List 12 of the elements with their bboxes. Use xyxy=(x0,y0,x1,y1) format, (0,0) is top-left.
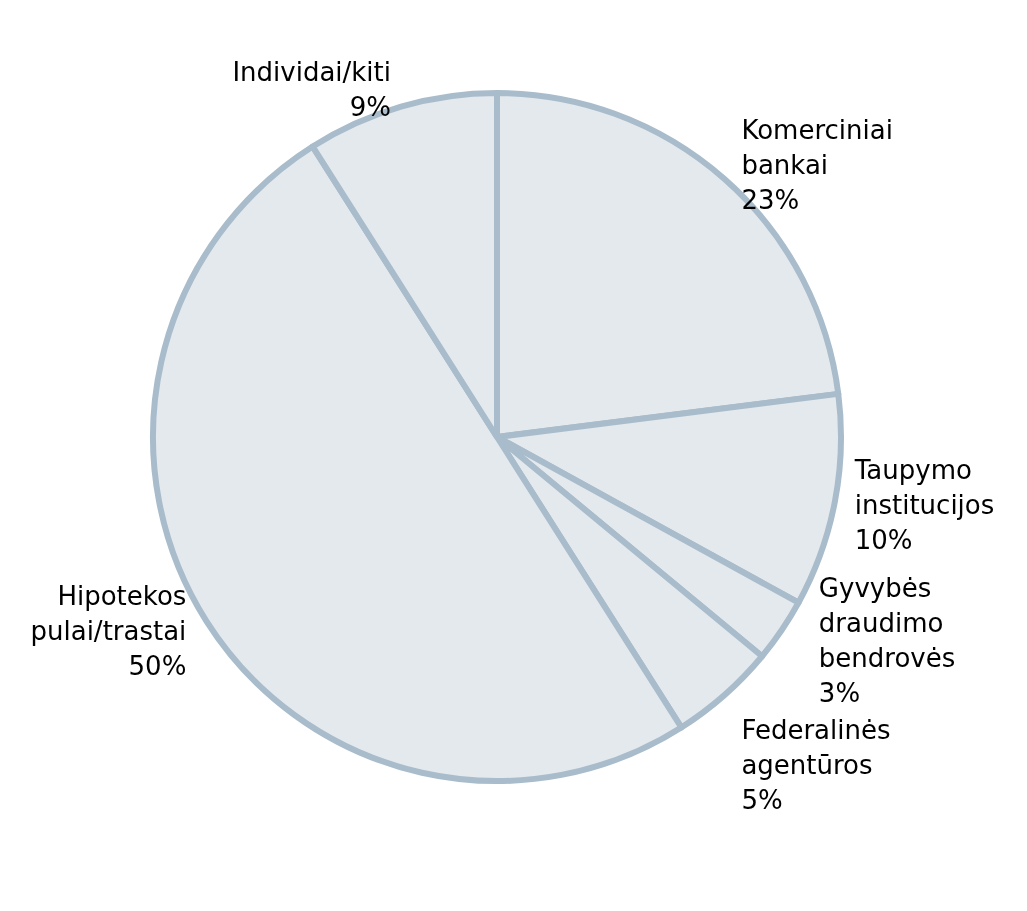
data-label: 5% xyxy=(741,784,783,815)
slice-label: Taupymo institucijos xyxy=(853,454,995,520)
slice-label: Federalinės agentūros xyxy=(741,714,891,780)
data-label: 10% xyxy=(854,524,913,555)
data-label: 23% xyxy=(741,185,800,216)
data-label: 9% xyxy=(349,91,392,122)
slice-label: Gyvybės draudimo bendrovės xyxy=(818,572,956,673)
slice-label: Hipotekos pulai/trastai xyxy=(30,580,187,646)
data-label: 50% xyxy=(128,650,187,681)
data-label: 3% xyxy=(818,677,861,708)
slice-label: Individai/kiti xyxy=(232,56,392,87)
slice-label: Komerciniai bankai xyxy=(741,115,893,181)
